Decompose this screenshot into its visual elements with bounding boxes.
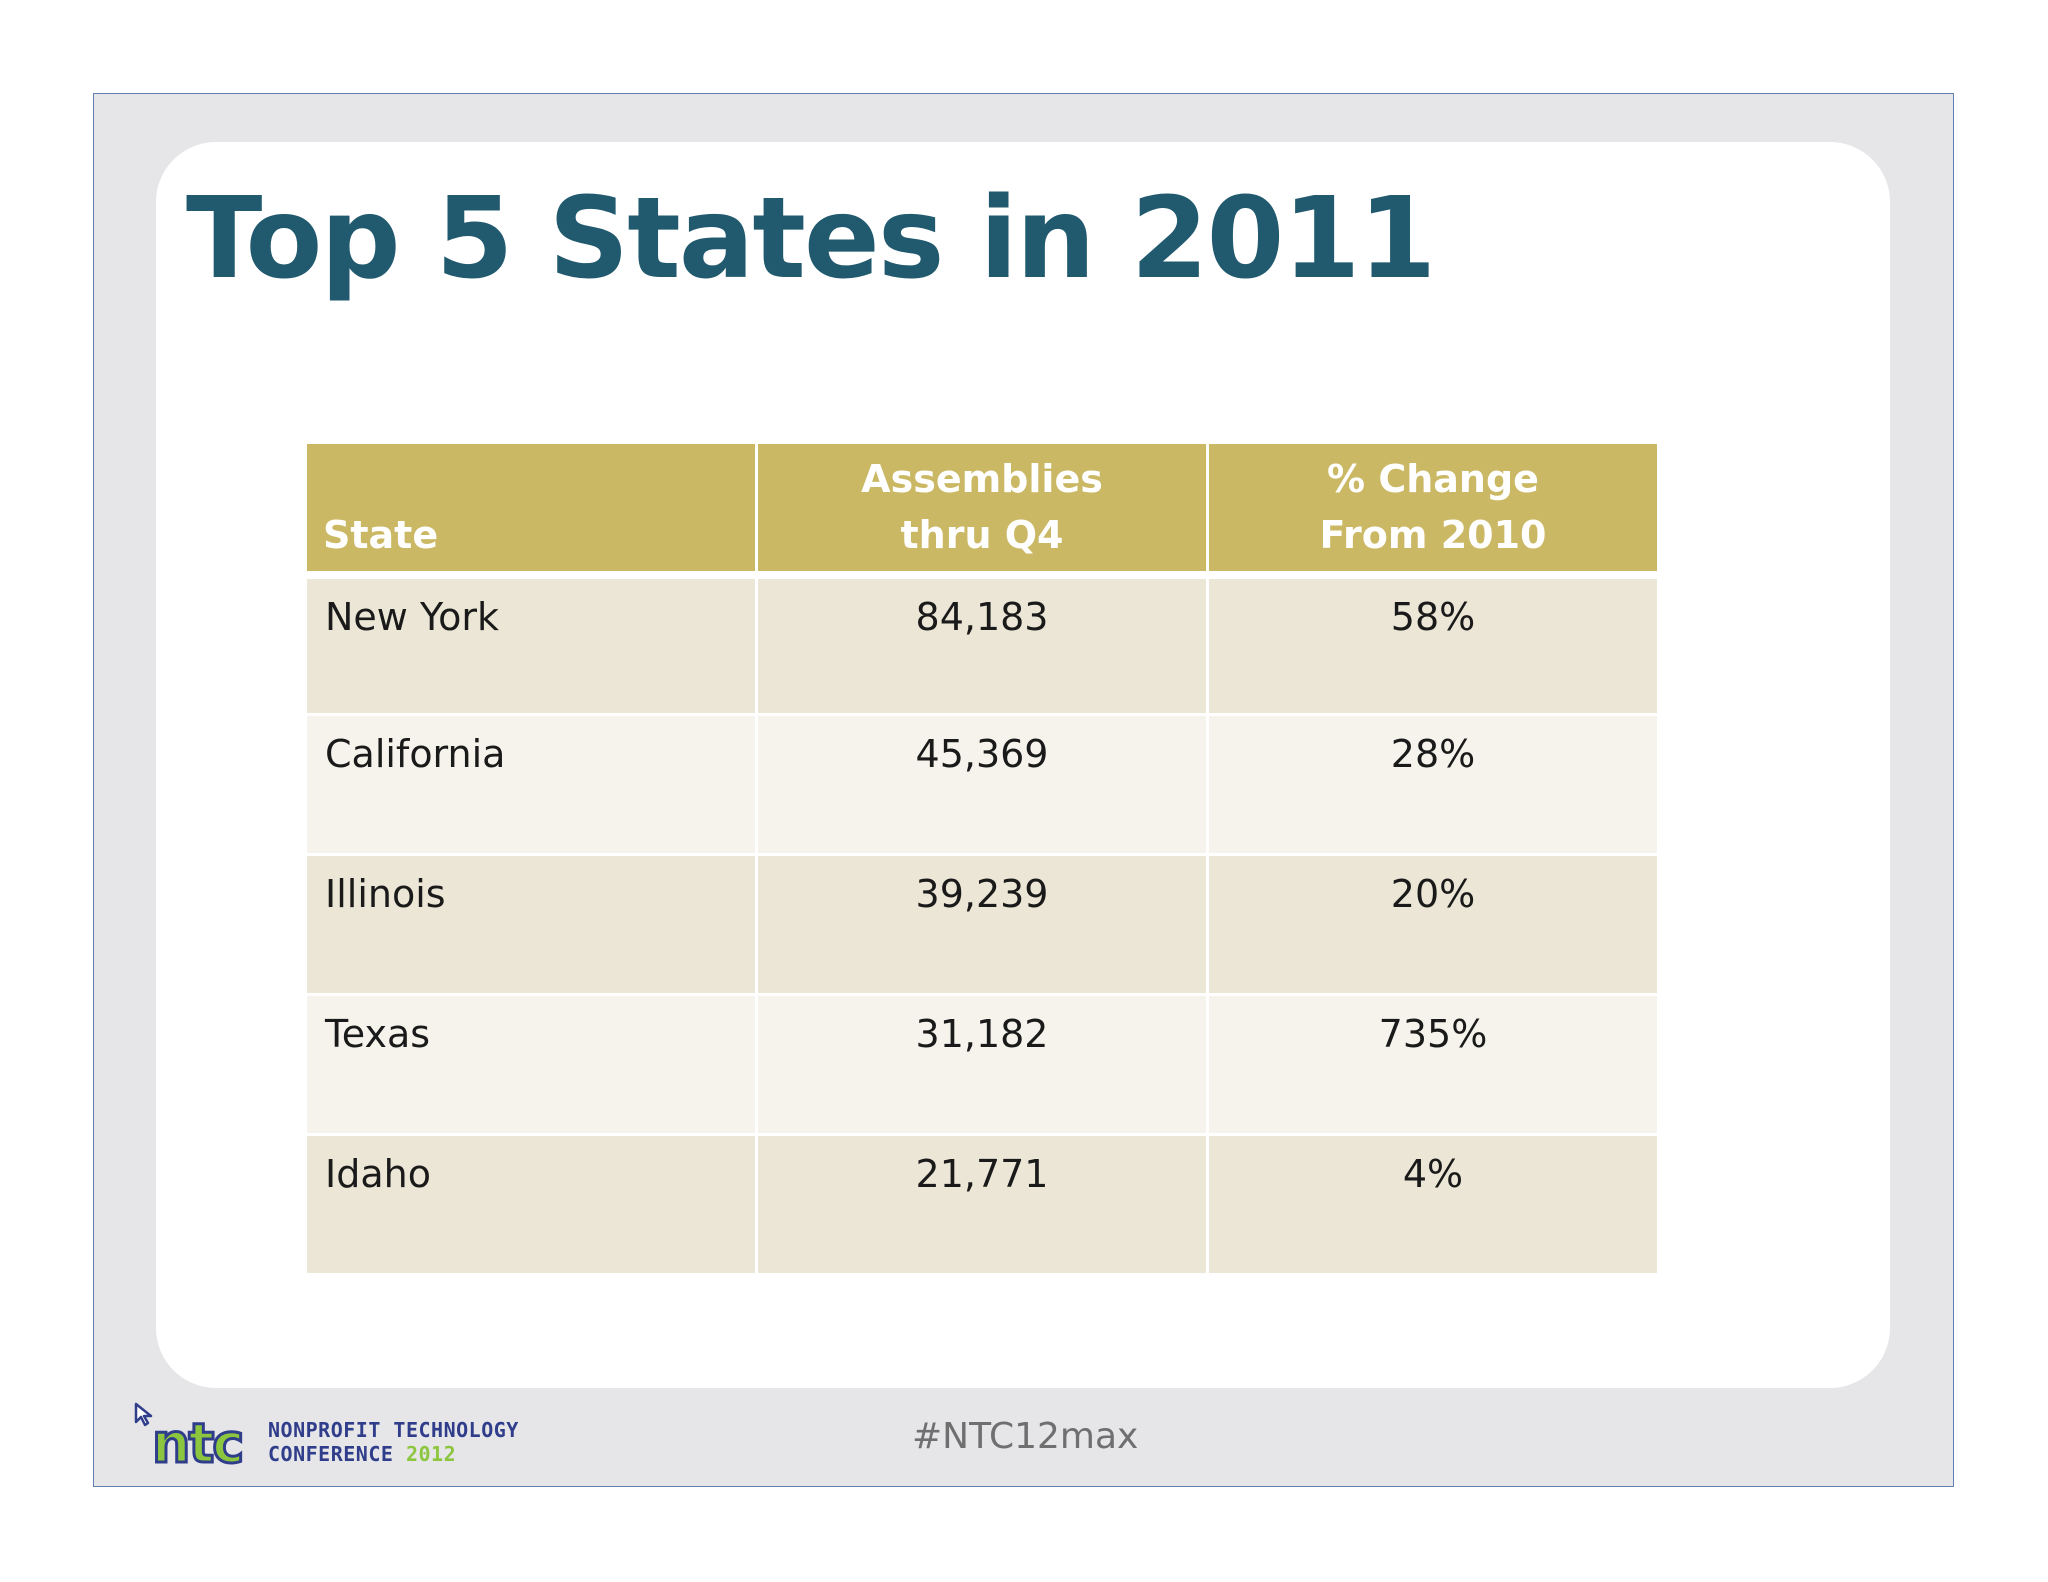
header-change-line1: % Change — [1327, 456, 1539, 501]
table-row: New York 84,183 58% — [304, 570, 1660, 716]
table-row: Illinois 39,239 20% — [304, 853, 1660, 996]
cell-change: 735% — [1206, 993, 1660, 1136]
cell-assemblies: 31,182 — [755, 993, 1209, 1136]
slide-title: Top 5 States in 2011 — [186, 174, 1436, 304]
logo-line2: CONFERENCE 2012 — [268, 1442, 456, 1466]
logo-line1: NONPROFIT TECHNOLOGY — [268, 1418, 519, 1442]
logo-year: 2012 — [405, 1442, 457, 1466]
logo-mark-text: ntc — [152, 1412, 242, 1470]
header-assemblies: Assemblies thru Q4 — [755, 441, 1209, 576]
header-state: State — [304, 441, 758, 576]
cell-assemblies: 45,369 — [755, 713, 1209, 856]
cell-change: 28% — [1206, 713, 1660, 856]
cell-state: Texas — [304, 993, 758, 1136]
cell-change: 4% — [1206, 1133, 1660, 1276]
header-assemblies-line2: thru Q4 — [900, 512, 1064, 557]
hashtag: #NTC12max — [912, 1416, 1139, 1457]
table-row: Idaho 21,771 4% — [304, 1133, 1660, 1276]
cell-state: California — [304, 713, 758, 856]
table-row: California 45,369 28% — [304, 713, 1660, 856]
ntc-logo-mark-icon: ntc — [134, 1402, 246, 1470]
cell-assemblies: 84,183 — [755, 570, 1209, 716]
cell-state: Idaho — [304, 1133, 758, 1276]
header-state-label: State — [323, 512, 439, 557]
cell-change: 58% — [1206, 570, 1660, 716]
slide-frame: Top 5 States in 2011 State Assemblies th… — [93, 93, 1954, 1487]
cell-state: Illinois — [304, 853, 758, 996]
cell-assemblies: 39,239 — [755, 853, 1209, 996]
cell-assemblies: 21,771 — [755, 1133, 1209, 1276]
table-row: Texas 31,182 735% — [304, 993, 1660, 1136]
cell-state: New York — [304, 570, 758, 716]
ntc-logo: ntc NONPROFIT TECHNOLOGY CONFERENCE 2012 — [134, 1400, 534, 1470]
cell-change: 20% — [1206, 853, 1660, 996]
content-card: Top 5 States in 2011 State Assemblies th… — [156, 142, 1890, 1388]
logo-line2-word: CONFERENCE — [268, 1442, 394, 1466]
header-assemblies-line1: Assemblies — [861, 456, 1103, 501]
table-header-row: State Assemblies thru Q4 % Change From 2… — [304, 441, 1660, 576]
header-change-line2: From 2010 — [1319, 512, 1547, 557]
states-table: State Assemblies thru Q4 % Change From 2… — [304, 441, 1660, 1276]
header-change: % Change From 2010 — [1206, 441, 1660, 576]
